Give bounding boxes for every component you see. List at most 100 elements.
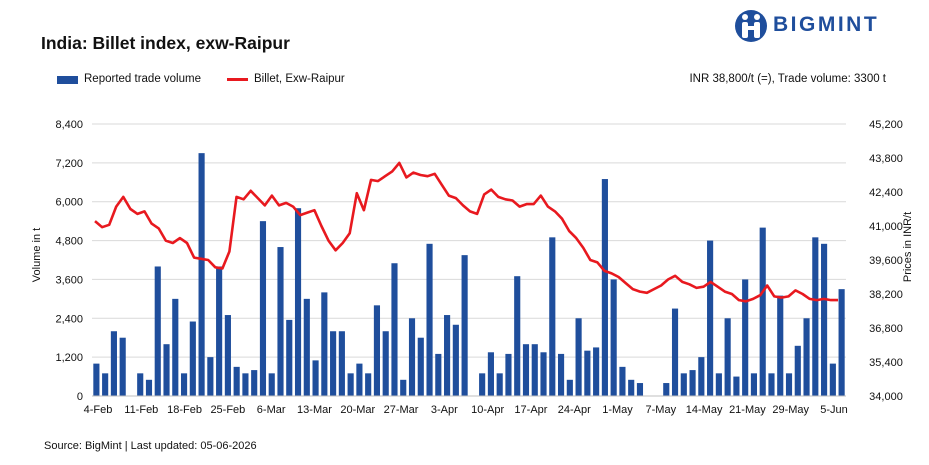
volume-bar — [347, 373, 354, 396]
volume-bar — [356, 363, 363, 396]
volume-bar — [93, 363, 100, 396]
volume-bar — [663, 383, 670, 396]
x-tick-label: 6-Mar — [257, 404, 286, 416]
volume-bar — [619, 366, 626, 396]
y2-tick-label: 43,800 — [869, 153, 903, 165]
legend-swatch-volume — [57, 76, 78, 84]
volume-bar — [724, 318, 731, 396]
volume-bar — [557, 353, 565, 396]
volume-bar — [593, 347, 600, 396]
volume-bar — [373, 305, 381, 396]
volume-bar — [303, 298, 310, 396]
volume-bar — [461, 255, 468, 396]
volume-bar — [479, 373, 486, 396]
volume-bar — [628, 379, 635, 396]
y-tick-label: 3,600 — [55, 274, 83, 286]
volume-bar — [242, 373, 249, 396]
volume-bar — [531, 344, 538, 396]
volume-bar — [224, 315, 231, 396]
x-tick-label: 17-Apr — [514, 404, 547, 416]
x-tick-label: 1-May — [602, 404, 633, 416]
y2-tick-label: 38,200 — [869, 289, 903, 301]
volume-bar — [505, 353, 512, 396]
volume-bar — [154, 266, 161, 396]
volume-bar — [216, 266, 223, 396]
volume-bar — [636, 383, 644, 396]
legend-label-price: Billet, Exw-Raipur — [254, 73, 345, 85]
volume-bar — [277, 247, 284, 396]
volume-bar — [251, 370, 258, 396]
volume-bar — [785, 373, 793, 396]
x-tick-label: 20-Mar — [340, 404, 375, 416]
x-tick-label: 4-Feb — [84, 404, 113, 416]
volume-bar — [286, 319, 293, 396]
price-line — [94, 161, 838, 303]
y2-tick-label: 36,800 — [869, 323, 903, 335]
volume-bar — [163, 344, 170, 396]
y-tick-label: 6,000 — [55, 197, 83, 209]
y2-tick-label: 35,400 — [869, 357, 903, 369]
volume-bar — [768, 373, 775, 396]
legend-swatch-price — [227, 78, 248, 81]
volume-bar — [259, 221, 267, 396]
volume-bar — [803, 318, 810, 396]
y2-tick-label: 41,000 — [869, 221, 903, 233]
volume-bar — [514, 276, 521, 396]
y2-tick-label: 45,200 — [869, 119, 903, 131]
volume-bar — [496, 373, 503, 396]
x-tick-label: 24-Apr — [558, 404, 591, 416]
volume-bar — [452, 324, 459, 396]
volume-bar — [338, 331, 345, 396]
legend-label-volume: Reported trade volume — [84, 73, 201, 85]
y-tick-label: 4,800 — [55, 236, 83, 248]
volume-bar — [172, 298, 179, 396]
y-tick-label: 8,400 — [55, 119, 83, 131]
x-tick-label: 18-Feb — [167, 404, 202, 416]
x-tick-label: 5-Jun — [820, 404, 848, 416]
volume-bar — [689, 370, 696, 396]
y-tick-label: 0 — [77, 391, 83, 403]
x-tick-label: 11-Feb — [124, 404, 158, 416]
volume-bar — [408, 318, 416, 396]
volume-bar — [601, 179, 608, 396]
volume-bar — [102, 373, 109, 396]
volume-bar — [838, 289, 845, 396]
volume-bar — [540, 352, 547, 396]
y2-tick-label: 39,600 — [869, 255, 903, 267]
y-tick-label: 7,200 — [55, 158, 83, 170]
chart-title: India: Billet index, exw-Raipur — [41, 33, 290, 53]
source-note: Source: BigMint | Last updated: 05-06-20… — [44, 440, 257, 452]
volume-bar — [733, 376, 740, 396]
y2-axis-title: Prices in INR/t — [902, 212, 914, 282]
volume-bar — [198, 153, 205, 396]
grid-lines — [92, 123, 846, 358]
volume-bar — [821, 243, 828, 396]
bigmint-logo-icon — [735, 10, 767, 42]
volume-bar — [417, 337, 424, 396]
y-tick-label: 2,400 — [55, 313, 83, 325]
volume-bar — [137, 373, 144, 396]
volume-bar — [812, 237, 819, 396]
x-tick-label: 21-May — [729, 404, 766, 416]
volume-bar — [391, 263, 398, 396]
x-tick-label: 25-Feb — [210, 404, 245, 416]
x-tick-label: 13-Mar — [297, 404, 332, 416]
volume-bar — [829, 363, 836, 396]
brand-name: BIGMINT — [773, 13, 880, 36]
volume-bar — [566, 379, 573, 396]
volume-bar — [400, 379, 407, 396]
x-tick-label: 10-Apr — [471, 404, 504, 416]
volume-bar — [549, 237, 556, 396]
volume-bar — [189, 321, 196, 396]
volume-bar — [777, 295, 784, 396]
volume-bar — [233, 366, 240, 396]
volume-bar — [680, 373, 687, 396]
x-tick-label: 7-May — [646, 404, 677, 416]
volume-bar — [321, 292, 328, 396]
volume-bar — [145, 379, 153, 396]
x-tick-label: 14-May — [686, 404, 723, 416]
volume-bar — [671, 308, 679, 396]
volume-bar — [365, 373, 372, 396]
volume-bar — [794, 345, 801, 396]
